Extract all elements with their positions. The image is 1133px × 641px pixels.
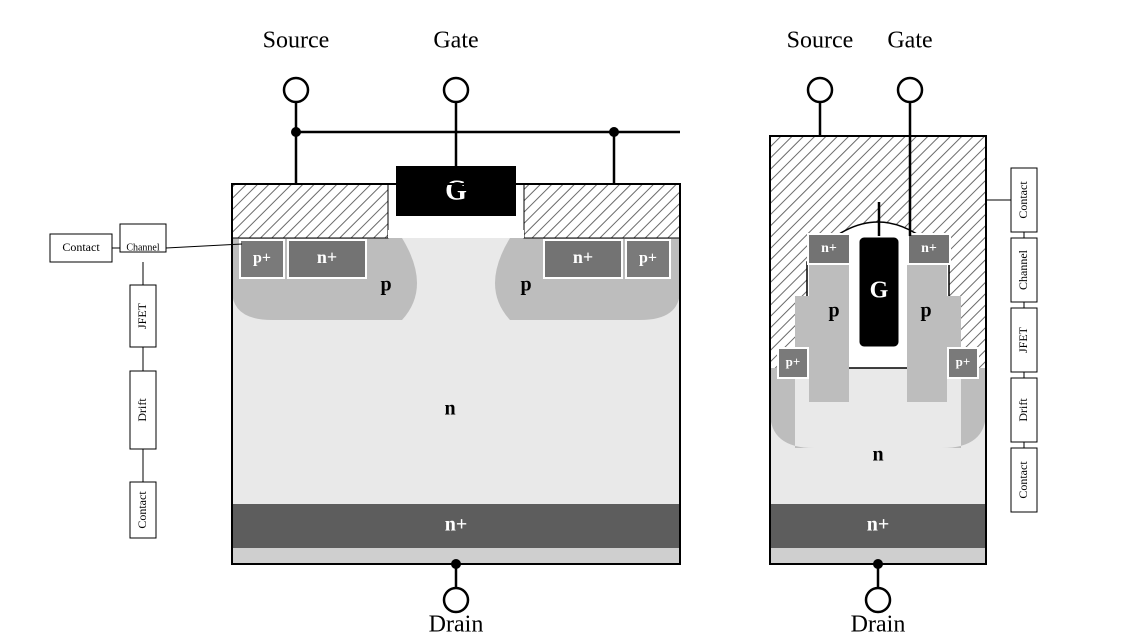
side-label: Channel (1016, 249, 1030, 290)
drain-terminal-label: Drain (851, 612, 906, 638)
gate-terminal-label: Gate (887, 28, 932, 54)
side-label: JFET (135, 302, 149, 329)
drain-terminal-ring (866, 588, 890, 612)
nplus-label: n+ (921, 241, 937, 256)
gate-terminal-ring (444, 78, 468, 102)
pplus-label: p+ (956, 354, 971, 369)
p-right-label: p (920, 300, 931, 322)
source-terminal-ring (284, 78, 308, 102)
source-terminal-label: Source (263, 28, 330, 54)
p-left-label: p (828, 300, 839, 322)
oxide-right (524, 184, 680, 238)
left-device: n+ n+ p+ p+ Gn+ p p n Source Gate Drain Contact Chan… (50, 28, 680, 638)
right-device: n+ n+ p+ p+ Gn+ p p n Source Gate Drain Contact Chan… (770, 28, 1037, 638)
pplus-label: p+ (253, 250, 271, 267)
oxide-left (232, 184, 388, 238)
side-label: Contact (62, 240, 100, 254)
gate-g-label: G (445, 175, 467, 206)
n-drift (770, 368, 986, 504)
nplus-label: n+ (573, 247, 593, 267)
p-left-label: p (380, 274, 391, 296)
side-label: Drift (135, 398, 149, 422)
drain-terminal-label: Drain (429, 612, 484, 638)
substrate-label: n+ (445, 514, 468, 536)
side-label: Drift (1016, 398, 1030, 422)
source-terminal-ring (808, 78, 832, 102)
source-terminal-label: Source (787, 28, 854, 54)
pplus-label: p+ (786, 354, 801, 369)
gate-terminal-ring (898, 78, 922, 102)
side-label: Contact (1016, 461, 1030, 499)
side-label: Contact (135, 491, 149, 529)
n-label: n (872, 444, 883, 466)
gate-terminal-label: Gate (433, 28, 478, 54)
nplus-label: n+ (317, 247, 337, 267)
side-label: Channel (126, 242, 160, 253)
side-label: JFET (1016, 326, 1030, 353)
nplus-label: n+ (821, 241, 837, 256)
gate-g-label: G (870, 278, 889, 304)
n-label: n (444, 398, 455, 420)
pplus-label: p+ (639, 250, 657, 267)
substrate-label: n+ (867, 514, 890, 536)
drain-terminal-ring (444, 588, 468, 612)
p-right-label: p (520, 274, 531, 296)
side-label: Contact (1016, 181, 1030, 219)
